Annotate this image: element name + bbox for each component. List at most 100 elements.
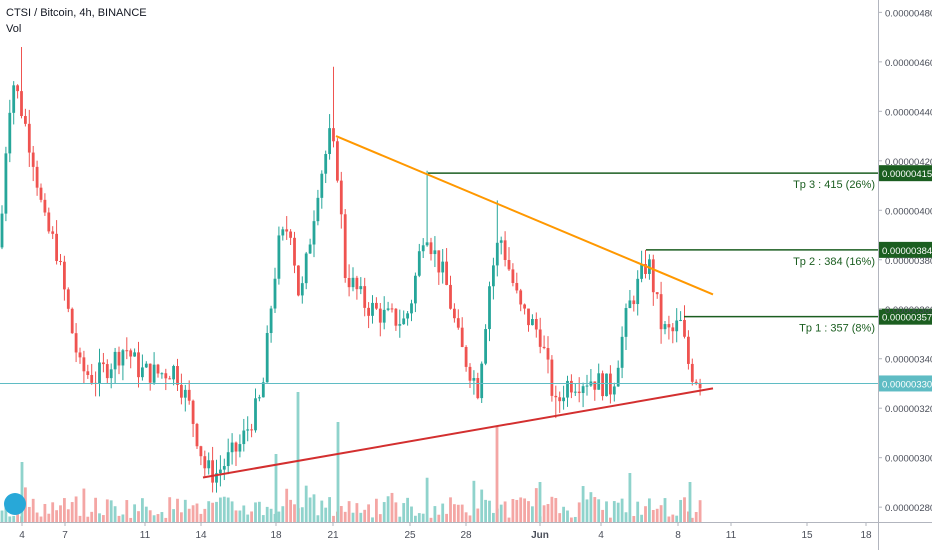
symbol-title: CTSI / Bitcoin, 4h, BINANCE — [6, 7, 147, 19]
volume-spike — [20, 462, 24, 522]
candle-body — [180, 384, 183, 398]
volume-bar — [285, 488, 289, 522]
candle-body — [0, 213, 4, 248]
target-price-label: 0.00000357 — [882, 313, 932, 324]
candle-body — [441, 261, 445, 273]
tradingview-logo[interactable] — [4, 493, 26, 515]
volume-bar — [651, 509, 655, 522]
volume-bar — [133, 504, 136, 522]
volume-bar — [472, 480, 476, 522]
volume-bar — [534, 488, 538, 522]
y-tick-label: 0.00000440 — [885, 107, 932, 118]
volume-bar — [363, 509, 367, 522]
volume-bar — [148, 510, 152, 522]
candle-body — [414, 275, 417, 304]
candle-body — [378, 308, 382, 323]
volume-bar — [679, 499, 682, 522]
candle-body — [562, 397, 565, 402]
candle-body — [35, 166, 39, 188]
candle-body — [195, 423, 199, 447]
volume-bar — [663, 498, 667, 522]
target-price-label: 0.00000415 — [882, 169, 932, 180]
volume-bar — [499, 504, 503, 522]
candle-body — [410, 303, 413, 314]
volume-bar — [566, 510, 569, 522]
candle-body — [324, 153, 328, 174]
volume-indicator-label[interactable]: Vol — [6, 23, 22, 35]
volume-bar — [371, 517, 374, 522]
candle-body — [27, 123, 31, 153]
candle-body — [445, 261, 448, 285]
volume-bar — [542, 505, 546, 522]
x-tick-label: 18 — [860, 530, 872, 541]
candle-body — [390, 308, 394, 310]
candle-body — [351, 277, 355, 288]
volume-bar — [102, 515, 105, 522]
volume-bar — [476, 508, 480, 522]
volume-bar — [570, 517, 573, 522]
x-tick-label: 8 — [675, 530, 681, 541]
volume-bar — [640, 514, 643, 522]
volume-bar — [414, 515, 417, 522]
volume-bar — [191, 505, 195, 522]
candle-body — [464, 346, 468, 367]
candle-body — [632, 300, 636, 305]
candle-body — [242, 430, 246, 445]
y-tick-label: 0.00000280 — [885, 503, 932, 514]
candle-body — [363, 286, 367, 308]
candle-body — [222, 466, 226, 470]
volume-bar — [242, 505, 246, 522]
annotations: 0.00000330 0.00000415 Tp 3 : 415 (26%) 0.00… — [0, 135, 932, 479]
candle-body — [47, 212, 51, 232]
y-tick-label: 0.00000420 — [885, 157, 932, 168]
candle-body — [70, 308, 74, 334]
volume-bar — [180, 512, 183, 522]
volume-bar — [558, 513, 562, 522]
volume-bar — [694, 511, 698, 522]
x-tick-label: 7 — [62, 530, 68, 541]
candle-body — [671, 327, 675, 332]
volume-bar — [250, 511, 253, 522]
y-tick-label: 0.00000380 — [885, 256, 932, 267]
volume-bar — [347, 501, 351, 522]
volume-bar — [460, 504, 464, 522]
volume-bar — [183, 499, 187, 522]
candle-body — [339, 180, 343, 215]
volume-bar — [39, 516, 43, 522]
volume-bar — [211, 502, 214, 522]
volume-bar — [655, 508, 659, 522]
candle-body — [152, 364, 156, 383]
volume-bar — [667, 516, 671, 522]
x-tick-label: 28 — [460, 530, 472, 541]
candle-body — [226, 452, 230, 467]
volume-bar — [137, 511, 140, 522]
volume-bar — [121, 514, 125, 522]
volume-bar — [386, 496, 390, 522]
candle-body — [480, 363, 484, 399]
volume-bar — [82, 488, 86, 522]
candle-body — [39, 187, 43, 200]
candle-body — [63, 261, 66, 290]
volume-bar — [152, 515, 156, 522]
volume-bar — [16, 510, 19, 522]
volume-bar — [597, 499, 601, 522]
volume-bar — [601, 509, 604, 522]
volume-bar — [488, 500, 491, 522]
x-tick-label: 21 — [327, 530, 339, 541]
volume-bar — [59, 505, 62, 522]
volume-bar — [468, 515, 472, 522]
volume-bar — [63, 498, 66, 522]
volume-bar — [66, 509, 70, 522]
volume-bar — [246, 514, 250, 522]
volume-bar — [258, 501, 261, 522]
volume-bar — [339, 506, 343, 522]
y-tick-label: 0.00000300 — [885, 454, 932, 465]
volume-bar — [199, 513, 203, 522]
candle-body — [332, 128, 335, 142]
volume-bar — [410, 506, 413, 522]
candle-body — [238, 444, 242, 452]
candle-body — [554, 395, 558, 398]
target-price-badge — [879, 165, 932, 182]
